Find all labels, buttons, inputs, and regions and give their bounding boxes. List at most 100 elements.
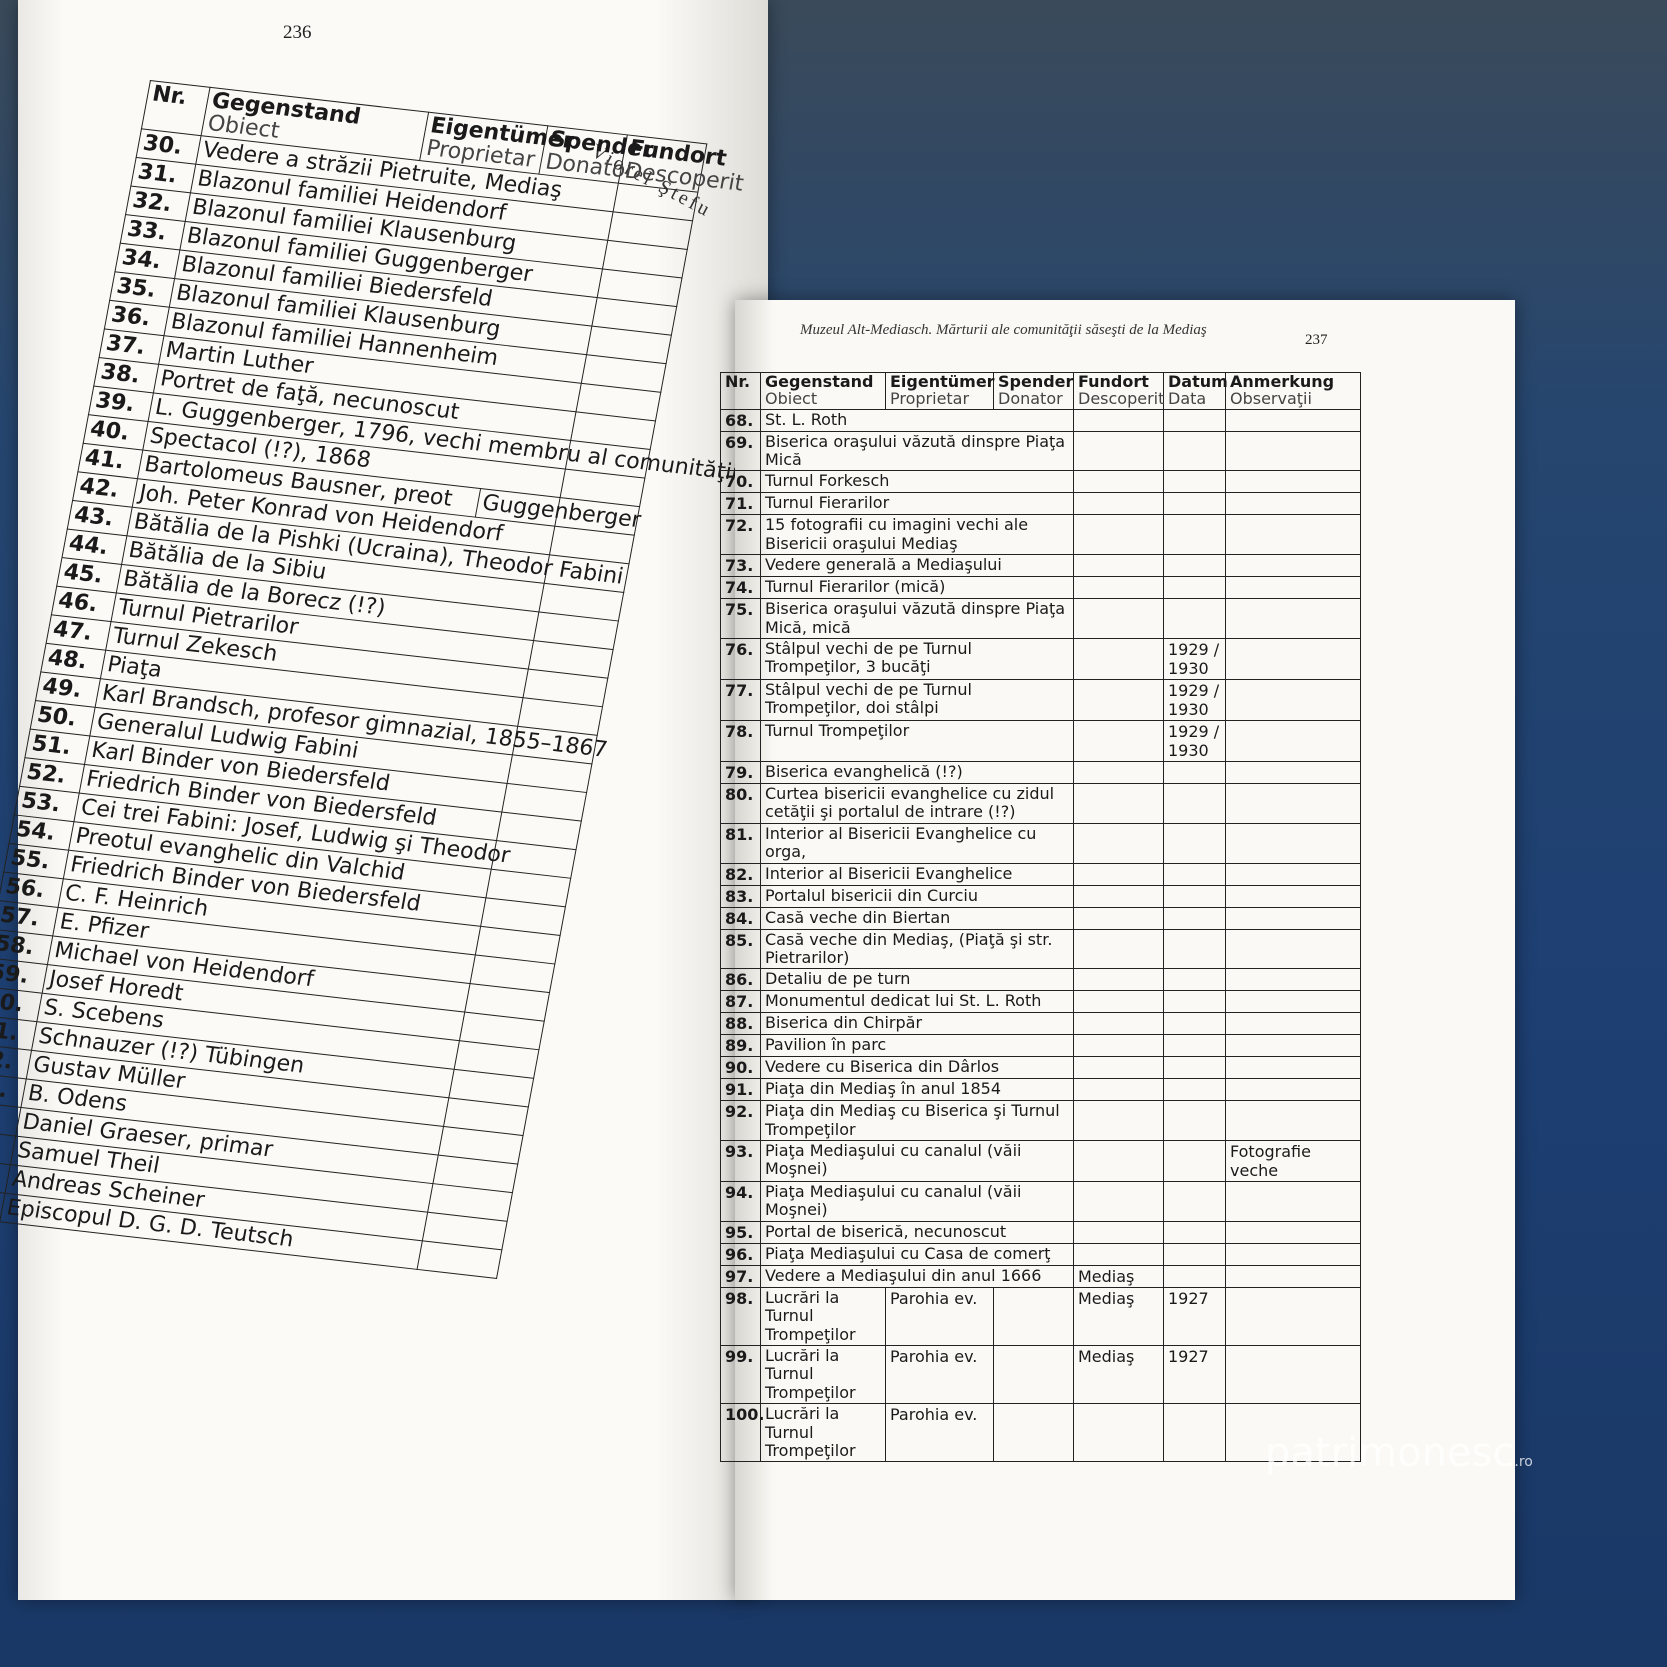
fundort-cell	[1073, 514, 1164, 556]
row-number: 99.	[720, 1345, 761, 1405]
row-number: 78.	[720, 719, 761, 762]
row-number: 88.	[720, 1012, 761, 1036]
row-number: 85.	[720, 928, 761, 970]
data-cell	[1163, 554, 1226, 578]
table-row: 94. Piaţa Mediaşului cu canalul (văii Moş…	[720, 1181, 1361, 1222]
column-header: Spender Donator	[993, 372, 1074, 410]
column-header: Eigentümer Proprietar	[885, 372, 995, 410]
data-cell	[1163, 408, 1226, 432]
table-row: 83. Portalul bisericii din Curciu	[720, 884, 1361, 908]
data-cell	[1163, 1242, 1226, 1266]
observatii-cell	[1225, 1242, 1361, 1266]
observatii-cell	[1225, 554, 1361, 578]
table-row: 89. Pavilion în parc	[720, 1034, 1361, 1058]
object-cell: Portal de biserică, necunoscut	[760, 1220, 1074, 1244]
table-row: 72. 15 fotografii cu imagini vechi ale Bi…	[720, 514, 1361, 556]
object-cell: Casă veche din Biertan	[760, 906, 1074, 930]
object-cell: Turnul Fierarilor (mică)	[760, 576, 1074, 600]
object-cell: Biserica evanghelică (!?)	[760, 760, 1074, 784]
table-row: 73. Vedere generală a Mediaşului	[720, 554, 1361, 578]
object-cell: Interior al Bisericii Evanghelice cu org…	[760, 822, 1074, 864]
object-cell: Lucrări la Turnul Trompeţilor	[760, 1403, 886, 1463]
object-cell: Turnul Trompeţilor	[760, 719, 1074, 762]
row-number: 75.	[720, 598, 761, 639]
data-cell	[1163, 884, 1226, 908]
table-row: 96. Piaţa Mediaşului cu Casa de comerţ	[720, 1242, 1361, 1266]
fundort-cell	[1073, 822, 1164, 864]
row-number: 83.	[720, 884, 761, 908]
fundort-cell: Mediaş	[1073, 1345, 1164, 1405]
data-cell	[1163, 430, 1226, 472]
table-row: 95. Portal de biserică, necunoscut	[720, 1220, 1361, 1244]
data-cell: 1929 / 1930	[1163, 637, 1226, 680]
table-row: 100. Lucrări la Turnul Trompeţilor Parohia…	[720, 1403, 1361, 1463]
object-cell: Piaţa Mediaşului cu Casa de comerţ	[760, 1242, 1074, 1266]
observatii-cell	[1225, 1056, 1361, 1080]
fundort-cell	[1073, 1056, 1164, 1080]
data-cell	[1163, 470, 1226, 494]
data-cell	[1163, 1403, 1226, 1463]
row-number: 92.	[720, 1100, 761, 1142]
right-table-wrap: Nr. Gegenstand Obiect Eigentümer Proprietar S…	[720, 372, 1361, 1463]
fundort-cell: Mediaş	[1073, 1264, 1164, 1288]
column-header-ro: Obiect	[765, 388, 818, 408]
observatii-cell	[1225, 968, 1361, 992]
column-header: Gegenstand Obiect	[760, 372, 886, 410]
fundort-cell	[1073, 1220, 1164, 1244]
fundort-cell	[1073, 1034, 1164, 1058]
data-cell	[1163, 598, 1226, 639]
column-header: Datum Data	[1163, 372, 1228, 410]
table-row: 84. Casă veche din Biertan	[720, 906, 1361, 930]
column-header-de: Datum	[1168, 372, 1228, 391]
observatii-cell	[1225, 1034, 1361, 1058]
row-number: 84.	[720, 906, 761, 930]
row-number: 90.	[720, 1056, 761, 1080]
row-number: 69.	[720, 430, 761, 472]
column-header-de: Fundort	[1078, 372, 1149, 391]
row-number: 74.	[720, 576, 761, 600]
row-number: 94.	[720, 1181, 761, 1222]
observatii-cell: Fotografie veche	[1225, 1140, 1361, 1183]
row-number: 76.	[720, 637, 761, 680]
observatii-cell	[1225, 1181, 1361, 1222]
observatii-cell	[1225, 1220, 1361, 1244]
observatii-cell	[1225, 719, 1361, 762]
data-cell	[1163, 1181, 1226, 1222]
row-number: 100.	[720, 1403, 764, 1463]
row-number: 80.	[720, 782, 761, 824]
table-row: 98. Lucrări la Turnul Trompeţilor Parohia …	[720, 1286, 1361, 1347]
watermark-name: patrimonesc	[1265, 1430, 1515, 1476]
row-number: 60.	[0, 986, 43, 1022]
header-row: Nr. Gegenstand Obiect Eigentümer Proprietar S…	[720, 372, 1361, 410]
observatii-cell	[1225, 470, 1361, 494]
data-cell	[1163, 1034, 1226, 1058]
row-number: 81.	[720, 822, 761, 864]
row-number: 77.	[720, 678, 761, 721]
observatii-cell	[1225, 760, 1361, 784]
fundort-cell	[1073, 1403, 1164, 1463]
object-cell: Vedere a Mediaşului din anul 1666	[760, 1264, 1074, 1288]
row-number: 89.	[720, 1034, 761, 1058]
data-cell	[1163, 1100, 1226, 1142]
object-cell: Interior al Bisericii Evanghelice	[760, 862, 1074, 886]
table-row: 87. Monumentul dedicat lui St. L. Roth	[720, 990, 1361, 1014]
table-row: 91. Piaţa din Mediaş în anul 1854	[720, 1078, 1361, 1102]
table-row: 86. Detaliu de pe turn	[720, 968, 1361, 992]
row-number: 97.	[720, 1264, 761, 1288]
observatii-cell	[1225, 598, 1361, 639]
row-number: 61.	[0, 1015, 37, 1051]
fundort-cell	[1073, 1012, 1164, 1036]
observatii-cell	[1225, 492, 1361, 516]
object-cell: Vedere generală a Mediaşului	[760, 554, 1074, 578]
observatii-cell	[1225, 1403, 1361, 1463]
data-cell	[1163, 1012, 1226, 1036]
table-row: 69. Biserica oraşului văzută dinspre Piaţ…	[720, 430, 1361, 472]
object-cell: Stâlpul vechi de pe Turnul Trompeţilor, …	[760, 678, 1074, 721]
column-header-de: Spender	[998, 372, 1074, 391]
proprietar-cell: Parohia ev.	[885, 1403, 994, 1463]
watermark: patrimonesc.ro	[1265, 1430, 1533, 1476]
table-row: 90. Vedere cu Biserica din Dârlos	[720, 1056, 1361, 1080]
right-table: Nr. Gegenstand Obiect Eigentümer Proprietar S…	[720, 372, 1361, 1463]
column-header-de: Eigentümer	[890, 372, 995, 391]
